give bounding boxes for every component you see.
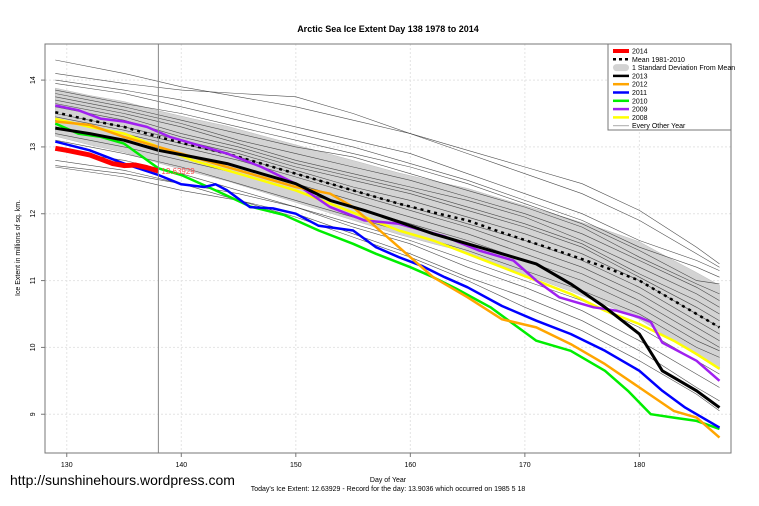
other-year-line: [55, 89, 720, 285]
legend-label: 2009: [632, 107, 648, 114]
x-tick-label: 140: [175, 462, 187, 469]
other-year-line: [55, 103, 720, 315]
chart-title: Arctic Sea Ice Extent Day 138 1978 to 20…: [297, 24, 479, 34]
other-years: [55, 59, 720, 412]
legend-label: 2012: [632, 82, 648, 89]
sd-band-area: [55, 87, 720, 370]
legend-label: 2008: [632, 115, 648, 122]
series-line-2011: [54, 140, 721, 429]
y-tick-label: 10: [30, 343, 37, 351]
y-tick-label: 11: [30, 277, 37, 284]
other-year-line: [55, 83, 720, 278]
mean-1981-2010-line: [55, 110, 721, 329]
series-line-2009: [55, 104, 721, 382]
y-tick-label: 13: [30, 143, 37, 151]
legend-swatch: [613, 64, 629, 72]
x-tick-label: 130: [61, 462, 73, 469]
y-tick-label: 9: [30, 412, 37, 416]
legend-label: 2010: [632, 98, 648, 105]
x-tick-label: 170: [519, 462, 531, 469]
sd-band: [55, 87, 720, 370]
y-axis-label: Ice Extent in millions of sq. km.: [15, 200, 22, 296]
legend-box: [607, 43, 732, 131]
watermark: http://sunshinehours.wordpress.com: [10, 472, 235, 488]
other-year-line: [55, 99, 720, 308]
y-tick-label: 12: [30, 210, 37, 218]
mean-line: [55, 110, 721, 329]
footer-text: Today's Ice Extent: 12.63929 - Record fo…: [251, 486, 526, 493]
other-year-line: [55, 93, 720, 295]
series-line-2012: [55, 120, 721, 439]
plot-frame: [44, 43, 732, 454]
x-axis-label: Day of Year: [370, 477, 407, 484]
x-tick-label: 150: [290, 462, 302, 469]
series-line-2013: [55, 126, 721, 409]
legend-label: Mean 1981-2010: [632, 57, 685, 64]
other-year-line: [55, 96, 720, 301]
legend-label: 2013: [632, 73, 648, 80]
legend-label: 2011: [632, 90, 647, 97]
y-tick-label: 14: [30, 76, 37, 84]
x-axis: 130 140 150 160 170 180: [61, 453, 645, 469]
current-value-label: 12.63929: [161, 167, 195, 176]
other-year-line: [55, 73, 720, 268]
x-tick-label: 180: [634, 462, 646, 469]
legend-label: Every Other Year: [632, 123, 686, 130]
other-year-line: [55, 106, 720, 321]
other-year-line: [55, 133, 720, 352]
x-tick-label: 160: [404, 462, 416, 469]
other-year-line: [55, 116, 720, 335]
y-axis: 9 10 11 12 13 14: [30, 76, 45, 416]
legend-label: 2014: [632, 49, 648, 56]
other-year-line: [55, 79, 720, 271]
legend-label: 1 Standard Deviation From Mean: [632, 65, 735, 72]
series-line-2014: [54, 145, 160, 174]
other-year-line: [55, 119, 720, 341]
